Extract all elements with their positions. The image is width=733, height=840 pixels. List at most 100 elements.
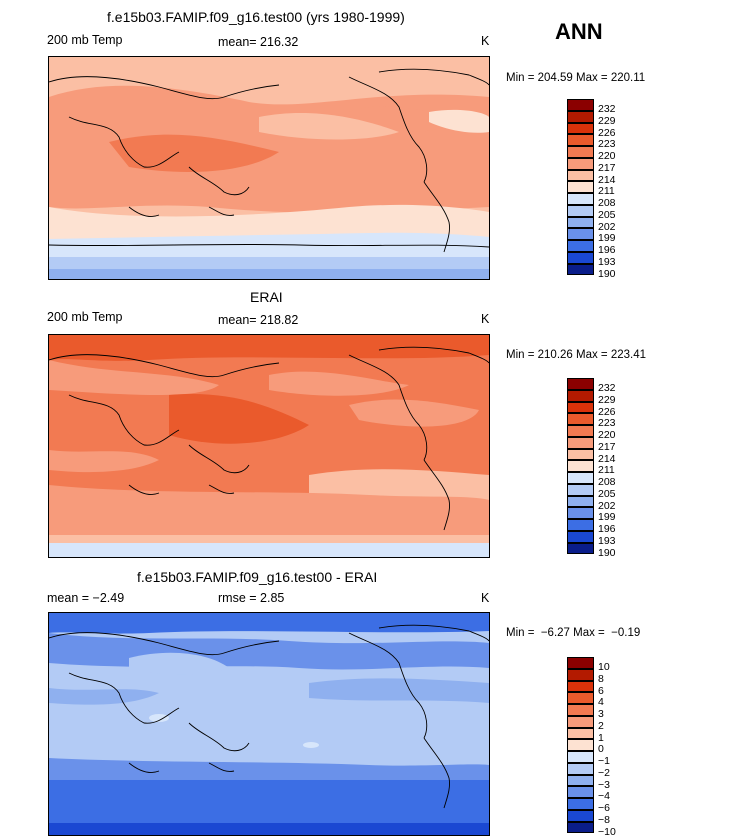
colorbar-label: 8 (598, 672, 604, 685)
panel-1-colorbar-swatch (567, 193, 594, 205)
panel-2-variable-label: 200 mb Temp (47, 310, 123, 324)
panel-2-colorbar-swatch (567, 413, 594, 425)
panel-2-colorbar-swatch (567, 389, 594, 402)
colorbar-label: −6 (598, 802, 610, 814)
panel-1-colorbar-swatch (567, 204, 594, 217)
panel-3-colorbar-swatch (567, 821, 594, 834)
colorbar-label: 4 (598, 696, 604, 709)
colorbar-label: −1 (598, 755, 610, 767)
panel-2-min-max: Min = 210.26 Max = 223.41 (506, 349, 647, 361)
panel-1-colorbar-swatch (567, 251, 594, 264)
panel-2-colorbar-swatch (567, 530, 594, 543)
colorbar-label: 196 (598, 523, 616, 535)
colorbar-label: 226 (598, 405, 616, 418)
panel-3-rmse-label: rmse = 2.85 (218, 591, 285, 605)
panel-3-map (48, 612, 490, 836)
panel-2-contour-field (49, 335, 489, 557)
colorbar-label: 208 (598, 197, 616, 209)
panel-1-colorbar-swatch (567, 110, 594, 123)
panel-1-colorbar (567, 99, 594, 276)
colorbar-label: −3 (598, 778, 610, 791)
panel-3-colorbar-swatch (567, 809, 594, 822)
panel-2-colorbar-swatch (567, 483, 594, 496)
panel-3-colorbar (567, 657, 594, 834)
colorbar-label: 223 (598, 417, 616, 430)
panel-1-colorbar-swatch (567, 157, 594, 170)
colorbar-label: 217 (598, 161, 616, 174)
panel-3-colorbar-swatch (567, 798, 594, 810)
panel-2-colorbar-swatch (567, 401, 594, 414)
panel-3-colorbar-swatch (567, 704, 594, 716)
panel-3-colorbar-swatch (567, 657, 594, 669)
panel-2-map (48, 334, 490, 558)
panel-2-colorbar (567, 378, 594, 555)
colorbar-label: 199 (598, 511, 616, 524)
colorbar-label: 10 (598, 661, 610, 673)
panel-1-mean-label: mean= 216.32 (218, 35, 299, 49)
panel-2-colorbar-swatch (567, 519, 594, 531)
panel-1-min-max: Min = 204.59 Max = 220.11 (506, 72, 646, 84)
panel-3-mean-label: mean = −2.49 (47, 591, 125, 605)
colorbar-label: 190 (598, 546, 616, 559)
colorbar-label: 202 (598, 499, 616, 512)
colorbar-label: 220 (598, 150, 616, 162)
colorbar-label: 199 (598, 232, 616, 245)
colorbar-label: 3 (598, 708, 604, 720)
colorbar-label: 2 (598, 719, 604, 732)
colorbar-label: 193 (598, 255, 616, 268)
colorbar-label: 196 (598, 244, 616, 256)
panel-3-title: f.e15b03.FAMIP.f09_g16.test00 - ERAI (137, 569, 378, 585)
colorbar-label: 1 (598, 731, 604, 744)
panel-1-colorbar-swatch (567, 181, 594, 193)
panel-3-colorbar-swatch (567, 751, 594, 763)
colorbar-label: 193 (598, 534, 616, 547)
colorbar-label: 214 (598, 452, 616, 465)
panel-1-colorbar-swatch (567, 228, 594, 240)
panel-3-colorbar-swatch (567, 668, 594, 681)
colorbar-label: −10 (598, 825, 616, 838)
colorbar-label: 223 (598, 138, 616, 151)
panel-3-coastlines (49, 624, 489, 809)
colorbar-label: 211 (598, 185, 615, 198)
panel-3-colorbar-swatch (567, 715, 594, 728)
panel-1-colorbar-swatch (567, 240, 594, 252)
panel-3-colorbar-swatch (567, 786, 594, 798)
panel-1-colorbar-swatch (567, 122, 594, 135)
colorbar-label: −2 (598, 766, 610, 779)
panel-1-units: K (481, 34, 490, 48)
panel-1-map (48, 56, 490, 280)
panel-2-colorbar-swatch (567, 472, 594, 484)
panel-1-colorbar-swatch (567, 146, 594, 158)
panel-3-colorbar-swatch (567, 680, 594, 693)
panel-3-units: K (481, 591, 490, 605)
panel-1-colorbar-swatch (567, 216, 594, 229)
panel-2-colorbar-swatch (567, 507, 594, 519)
colorbar-label: 190 (598, 267, 616, 280)
colorbar-label: 220 (598, 429, 616, 441)
panel-2-colorbar-swatch (567, 448, 594, 461)
panel-1-colorbar-swatch (567, 263, 594, 276)
season-label: ANN (555, 19, 603, 44)
colorbar-label: 217 (598, 440, 616, 453)
colorbar-label: 232 (598, 103, 616, 115)
colorbar-label: 202 (598, 220, 616, 233)
panel-2-colorbar-swatch (567, 378, 594, 390)
colorbar-label: 208 (598, 476, 616, 488)
panel-3-colorbar-swatch (567, 774, 594, 787)
panel-1-coastlines (49, 68, 489, 253)
panel-1-contour-field (49, 57, 489, 279)
colorbar-label: 232 (598, 382, 616, 394)
colorbar-label: 226 (598, 126, 616, 139)
panel-2-colorbar-swatch (567, 495, 594, 508)
colorbar-label: 205 (598, 208, 616, 221)
panel-2-colorbar-swatch (567, 425, 594, 437)
colorbar-label: 214 (598, 173, 616, 186)
panel-2-mean-label: mean= 218.82 (218, 313, 299, 327)
colorbar-label: −8 (598, 813, 610, 826)
panel-3-colorbar-swatch (567, 739, 594, 751)
panel-1-colorbar-swatch (567, 134, 594, 146)
panel-1-colorbar-swatch (567, 169, 594, 182)
colorbar-label: 0 (598, 743, 604, 756)
panel-2-title: ERAI (250, 289, 283, 305)
colorbar-label: −4 (598, 790, 610, 803)
